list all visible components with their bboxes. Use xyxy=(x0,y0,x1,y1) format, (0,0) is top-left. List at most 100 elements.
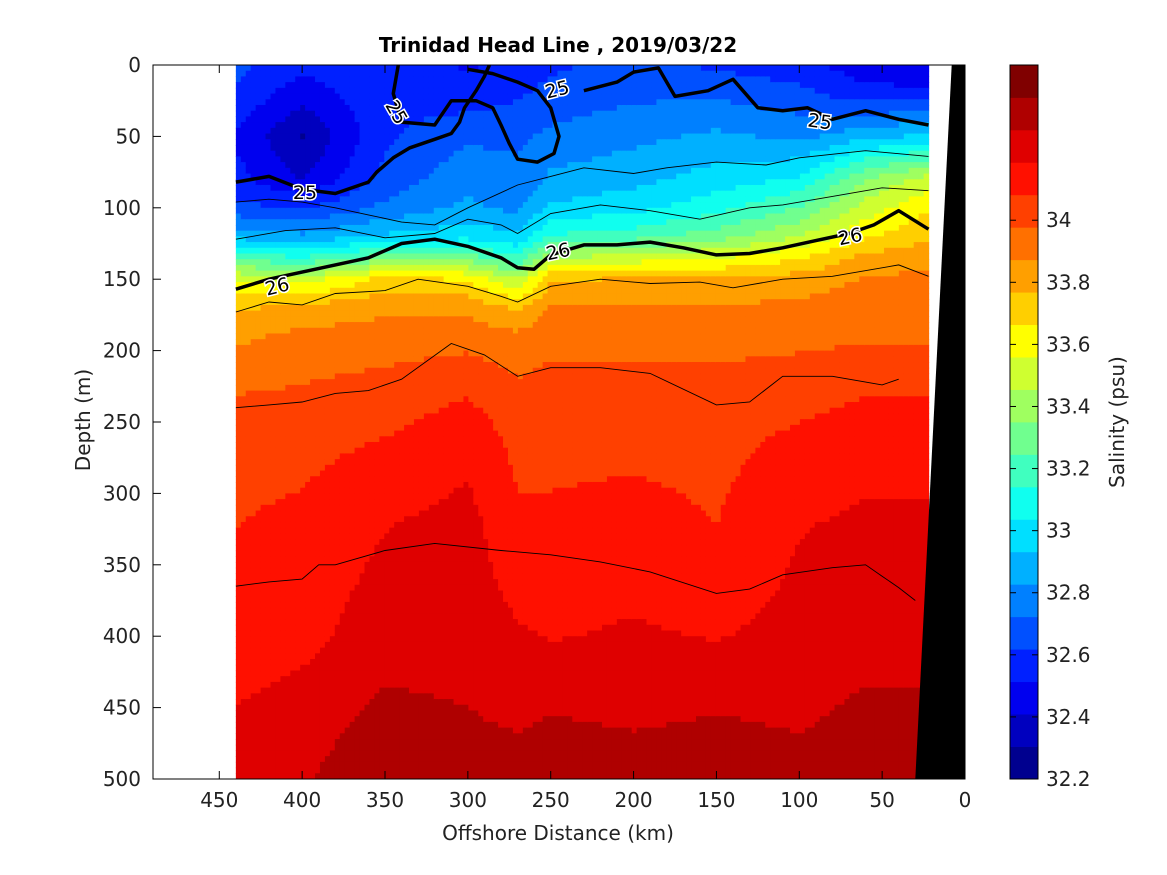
salinity-cell xyxy=(364,350,371,357)
salinity-cell xyxy=(329,447,336,455)
salinity-cell xyxy=(374,282,380,289)
salinity-cell xyxy=(339,384,346,392)
salinity-cell xyxy=(384,470,390,477)
salinity-cell xyxy=(295,756,301,763)
salinity-cell xyxy=(235,276,242,283)
salinity-cell xyxy=(265,139,272,146)
salinity-cell xyxy=(409,196,415,203)
salinity-cell xyxy=(310,184,316,192)
salinity-cell xyxy=(369,162,375,169)
salinity-cell xyxy=(359,756,366,763)
salinity-cell xyxy=(428,716,435,723)
salinity-cell xyxy=(404,476,410,483)
salinity-cell xyxy=(295,459,301,466)
salinity-cell xyxy=(334,721,341,729)
salinity-cell xyxy=(334,567,341,574)
salinity-cell xyxy=(329,516,336,523)
salinity-cell xyxy=(389,207,395,215)
salinity-cell xyxy=(404,162,410,169)
salinity-cell xyxy=(235,390,242,397)
salinity-cell xyxy=(295,521,301,529)
salinity-cell xyxy=(280,744,286,752)
salinity-cell xyxy=(275,179,281,186)
salinity-cell xyxy=(418,173,425,180)
salinity-cell xyxy=(275,139,281,146)
salinity-cell xyxy=(354,213,361,220)
salinity-cell xyxy=(240,65,247,72)
salinity-cell xyxy=(265,596,272,603)
salinity-cell xyxy=(285,721,291,729)
salinity-cell xyxy=(409,402,415,409)
salinity-cell xyxy=(300,70,306,78)
salinity-cell xyxy=(240,162,247,169)
salinity-cell xyxy=(285,659,291,666)
salinity-cell xyxy=(270,767,277,774)
salinity-cell xyxy=(329,773,336,779)
salinity-cell xyxy=(404,173,410,180)
salinity-cell xyxy=(418,70,425,78)
salinity-cell xyxy=(260,693,267,700)
salinity-cell xyxy=(260,544,267,552)
salinity-cell xyxy=(315,596,321,603)
salinity-cell xyxy=(334,270,341,277)
salinity-cell xyxy=(339,539,346,546)
salinity-cell xyxy=(389,127,395,135)
salinity-cell xyxy=(300,282,306,289)
salinity-cell xyxy=(369,327,375,335)
salinity-cell xyxy=(369,481,375,489)
salinity-cell xyxy=(413,470,420,477)
salinity-cell xyxy=(235,327,242,335)
salinity-cell xyxy=(418,356,425,363)
salinity-cell xyxy=(319,179,326,186)
salinity-cell xyxy=(255,70,262,78)
salinity-cell xyxy=(394,230,400,237)
salinity-cell xyxy=(394,247,400,255)
salinity-cell xyxy=(364,167,371,175)
salinity-cell xyxy=(329,419,336,426)
salinity-cell xyxy=(250,659,257,666)
salinity-cell xyxy=(245,424,252,432)
salinity-cell xyxy=(344,756,351,763)
salinity-cell xyxy=(265,304,272,312)
salinity-cell xyxy=(428,653,435,660)
salinity-cell xyxy=(315,259,321,266)
salinity-cell xyxy=(280,173,286,180)
salinity-cell xyxy=(324,516,331,523)
salinity-cell xyxy=(329,539,336,546)
salinity-cell xyxy=(235,447,242,455)
salinity-cell xyxy=(413,316,420,323)
salinity-cell xyxy=(404,70,410,78)
salinity-cell xyxy=(250,287,257,295)
salinity-cell xyxy=(315,156,321,163)
salinity-cell xyxy=(428,710,435,717)
salinity-cell xyxy=(275,447,281,455)
salinity-cell xyxy=(265,116,272,123)
salinity-cell xyxy=(290,550,296,557)
salinity-cell xyxy=(250,647,257,654)
salinity-cell xyxy=(275,70,281,78)
salinity-cell xyxy=(394,641,400,649)
salinity-cell xyxy=(319,619,326,626)
salinity-cell xyxy=(305,761,311,769)
salinity-cell xyxy=(324,367,331,375)
salinity-cell xyxy=(404,641,410,649)
salinity-cell xyxy=(255,739,262,746)
salinity-cell xyxy=(310,247,316,255)
salinity-cell xyxy=(324,362,331,369)
salinity-cell xyxy=(280,567,286,574)
salinity-cell xyxy=(260,744,267,752)
salinity-cell xyxy=(300,721,306,729)
salinity-cell xyxy=(384,99,390,106)
salinity-cell xyxy=(324,710,331,717)
salinity-cell xyxy=(300,556,306,563)
salinity-cell xyxy=(250,367,257,375)
salinity-cell xyxy=(384,459,390,466)
salinity-cell xyxy=(374,413,380,420)
salinity-cell xyxy=(310,82,316,89)
salinity-cell xyxy=(290,487,296,494)
salinity-cell xyxy=(374,224,380,232)
salinity-cell xyxy=(319,247,326,255)
salinity-cell xyxy=(329,624,336,632)
salinity-cell xyxy=(295,419,301,426)
salinity-cell xyxy=(428,510,435,517)
